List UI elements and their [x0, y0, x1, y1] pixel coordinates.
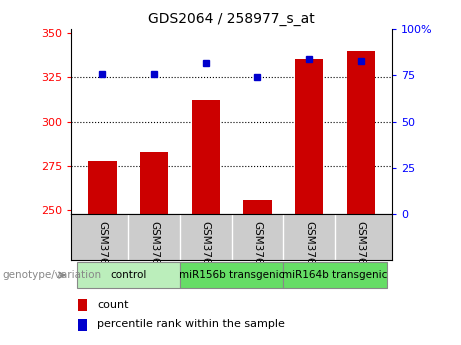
Text: GSM37639: GSM37639: [97, 221, 107, 278]
Text: count: count: [97, 300, 129, 310]
Text: GSM37643: GSM37643: [304, 221, 314, 278]
Bar: [140, 152, 168, 214]
Bar: [78, 299, 87, 311]
Bar: [78, 319, 87, 331]
Bar: [295, 59, 323, 214]
Bar: [77, 262, 180, 288]
Text: GSM37642: GSM37642: [253, 221, 262, 278]
Bar: [284, 262, 387, 288]
Text: control: control: [110, 270, 147, 280]
Text: GSM37641: GSM37641: [201, 221, 211, 278]
Text: GSM37644: GSM37644: [356, 221, 366, 278]
Bar: [88, 161, 117, 214]
Bar: [180, 262, 284, 288]
Text: percentile rank within the sample: percentile rank within the sample: [97, 319, 285, 329]
Text: GSM37640: GSM37640: [149, 221, 159, 277]
Text: genotype/variation: genotype/variation: [2, 270, 101, 280]
Bar: [347, 51, 375, 214]
Bar: [243, 200, 272, 214]
Title: GDS2064 / 258977_s_at: GDS2064 / 258977_s_at: [148, 11, 315, 26]
Text: miR164b transgenic: miR164b transgenic: [282, 270, 388, 280]
Text: miR156b transgenic: miR156b transgenic: [179, 270, 284, 280]
Bar: [192, 100, 220, 214]
